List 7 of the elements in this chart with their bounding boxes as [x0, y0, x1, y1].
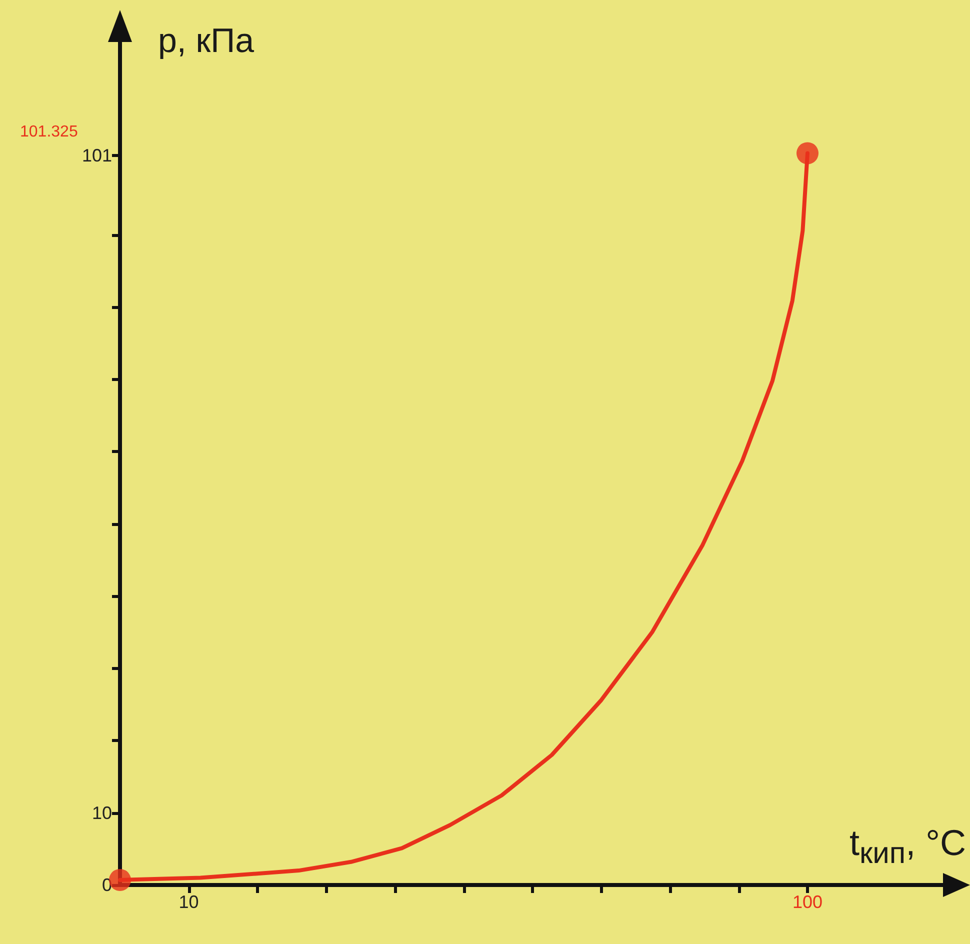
- y-axis-title: p, кПа: [158, 22, 254, 61]
- y-tick-label: 10: [92, 802, 112, 823]
- y-tick-label: 0: [102, 875, 112, 895]
- x-tick-label: 100: [792, 892, 823, 912]
- y-tick-label: 101: [82, 146, 112, 166]
- text: 101.325: [20, 124, 78, 140]
- x-axis-title: t$_{кип}$, °C: [849, 822, 966, 872]
